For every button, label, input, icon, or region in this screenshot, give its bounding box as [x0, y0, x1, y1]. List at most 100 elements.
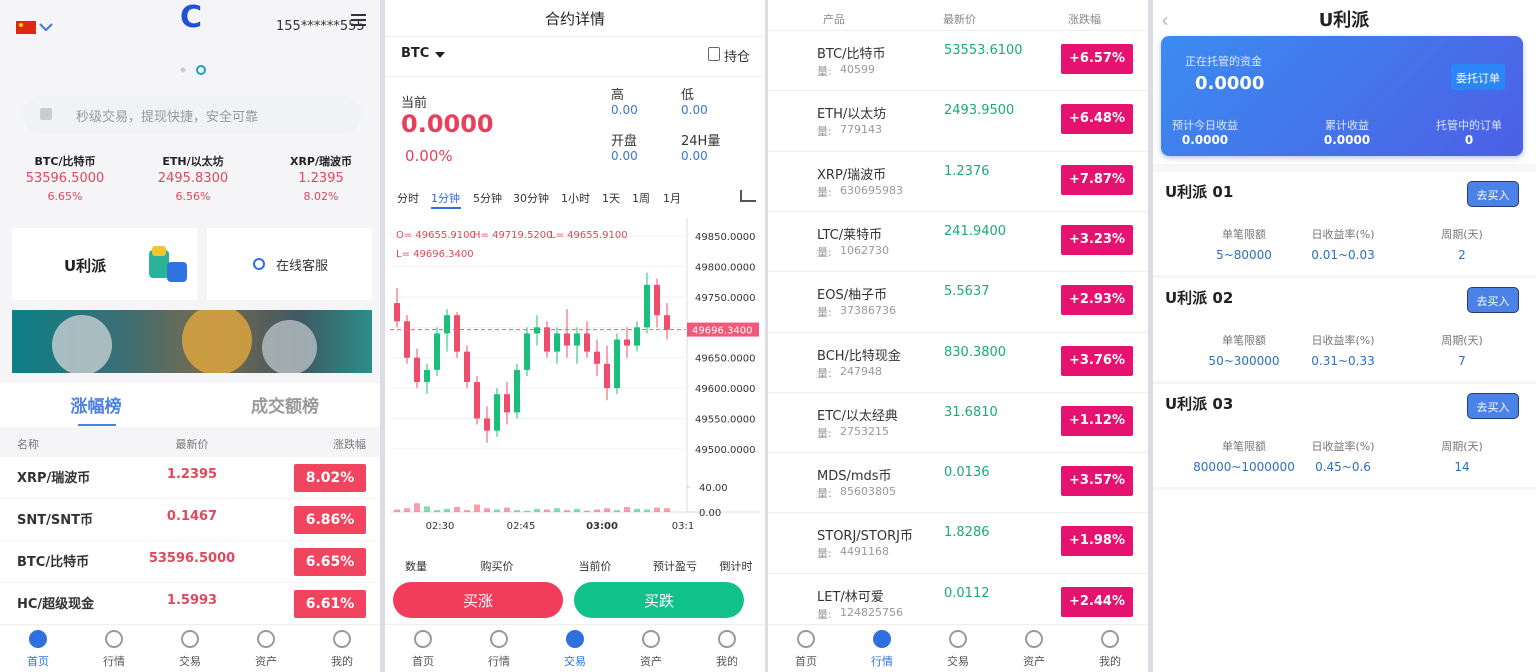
- pair-name[interactable]: BCH/比特现金: [817, 348, 901, 364]
- candle-body: [544, 327, 550, 352]
- candle-body: [434, 333, 440, 370]
- period-tab[interactable]: 分时: [397, 192, 419, 205]
- column-label: 日收益率(%): [1311, 334, 1375, 347]
- nav-label[interactable]: 交易: [564, 655, 586, 668]
- y-tick-label: 49650.0000: [695, 354, 755, 365]
- nav-label[interactable]: 资产: [1023, 655, 1045, 668]
- pair-name[interactable]: XRP/瑞波币: [817, 167, 887, 183]
- button-label[interactable]: 委托订单: [1456, 72, 1500, 85]
- buy-up-button[interactable]: 买涨: [393, 582, 563, 618]
- row-divider: [768, 150, 1148, 152]
- product-value: 80000~1000000: [1193, 460, 1295, 474]
- stat-label: 24H量: [681, 134, 721, 149]
- period-tab[interactable]: 1小时: [561, 192, 590, 205]
- price: 53596.5000: [148, 551, 236, 566]
- nav-label[interactable]: 我的: [1099, 655, 1121, 668]
- nav-label[interactable]: 交易: [179, 655, 201, 668]
- buy-button[interactable]: 去买入: [1467, 393, 1519, 419]
- chart-settings-icon[interactable]: [740, 190, 756, 202]
- nav-label[interactable]: 首页: [27, 655, 49, 668]
- candle-body: [394, 303, 400, 322]
- symbol-select[interactable]: BTC: [401, 46, 430, 61]
- price: 0.1467: [166, 509, 218, 524]
- volume-label: 量:: [817, 547, 832, 561]
- nav-label[interactable]: 资产: [255, 655, 277, 668]
- nav-label[interactable]: 行情: [871, 655, 893, 668]
- nav-icon[interactable]: [797, 630, 815, 648]
- change-badge: 6.86%: [294, 506, 366, 534]
- orders-button[interactable]: 委托订单: [1451, 64, 1505, 90]
- change-badge: 6.61%: [294, 590, 366, 618]
- volume-bar: [404, 508, 410, 512]
- nav-icon[interactable]: [949, 630, 967, 648]
- period-underline: [431, 207, 461, 209]
- nav-label[interactable]: 资产: [640, 655, 662, 668]
- nav-icon[interactable]: [873, 630, 891, 648]
- nav-icon[interactable]: [29, 630, 47, 648]
- pair-name[interactable]: LTC/莱特币: [817, 227, 883, 243]
- button-label[interactable]: 买涨: [462, 592, 494, 610]
- nav-icon[interactable]: [1101, 630, 1119, 648]
- buy-down-button[interactable]: 买跌: [574, 582, 744, 618]
- button-label[interactable]: 去买入: [1476, 401, 1510, 414]
- flag-selector[interactable]: [16, 20, 56, 36]
- volume-bar: [394, 509, 400, 512]
- product-value: 0.45~0.6: [1315, 460, 1371, 474]
- banner-stat-value: 0: [1464, 133, 1474, 147]
- pair-name[interactable]: STORJ/STORJ币: [817, 529, 913, 545]
- volume-bar: [524, 510, 530, 512]
- shortcut-card[interactable]: 在线客服: [207, 228, 372, 300]
- nav-icon[interactable]: [257, 630, 275, 648]
- tab[interactable]: 成交额榜: [251, 397, 319, 417]
- volume-bar: [454, 507, 460, 512]
- button-label[interactable]: 去买入: [1476, 295, 1510, 308]
- nav-label[interactable]: 交易: [947, 655, 969, 668]
- volume-bar: [664, 508, 670, 512]
- period-tab[interactable]: 1分钟: [431, 192, 460, 205]
- back-arrow[interactable]: ‹: [1161, 8, 1169, 32]
- shortcut-card[interactable]: U利派: [12, 228, 198, 300]
- row-divider: [768, 391, 1148, 393]
- buy-button[interactable]: 去买入: [1467, 181, 1519, 207]
- period-tab[interactable]: 1周: [632, 192, 650, 205]
- volume: 630695983: [840, 183, 903, 197]
- period-tab[interactable]: 30分钟: [513, 192, 549, 205]
- period-tab[interactable]: 1月: [663, 192, 681, 205]
- nav-icon[interactable]: [642, 630, 660, 648]
- buy-button[interactable]: 去买入: [1467, 287, 1519, 313]
- nav-icon[interactable]: [718, 630, 736, 648]
- period-tab[interactable]: 5分钟: [473, 192, 502, 205]
- change-badge: +2.44%: [1061, 586, 1133, 617]
- ticker-change: 6.65%: [47, 190, 83, 203]
- volume-bar: [514, 510, 520, 512]
- pair-name[interactable]: MDS/mds币: [817, 469, 892, 485]
- product-name: U利派 01: [1165, 183, 1234, 201]
- nav-label[interactable]: 行情: [103, 655, 125, 668]
- nav-icon[interactable]: [105, 630, 123, 648]
- nav-icon[interactable]: [566, 630, 584, 648]
- nav-icon[interactable]: [333, 630, 351, 648]
- button-label[interactable]: 去买入: [1476, 189, 1510, 202]
- menu-icon[interactable]: [351, 13, 367, 27]
- pair-name[interactable]: ETH/以太坊: [817, 107, 887, 123]
- nav-label[interactable]: 首页: [795, 655, 817, 668]
- market-screen: 产品 最新价 涨跌幅 BTC/比特币 量: 40599 53553.6100 +6.57% ET…: [768, 0, 1148, 672]
- period-tab[interactable]: 1天: [602, 192, 620, 205]
- position-link[interactable]: 持仓: [724, 50, 751, 65]
- button-label[interactable]: 买跌: [643, 592, 675, 610]
- nav-label[interactable]: 我的: [716, 655, 738, 668]
- nav-icon[interactable]: [181, 630, 199, 648]
- nav-label[interactable]: 我的: [331, 655, 353, 668]
- tab[interactable]: 涨幅榜: [70, 397, 122, 417]
- pair-name[interactable]: LET/林可爱: [817, 589, 884, 605]
- volume-label: 量:: [817, 125, 832, 139]
- screen-title: U利派: [1318, 10, 1370, 31]
- pair-name[interactable]: EOS/柚子币: [817, 288, 888, 304]
- pair-name[interactable]: ETC/以太经典: [817, 408, 898, 424]
- pair-name[interactable]: BTC/比特币: [817, 47, 886, 62]
- nav-icon[interactable]: [414, 630, 432, 648]
- nav-label[interactable]: 首页: [412, 655, 434, 668]
- nav-icon[interactable]: [1025, 630, 1043, 648]
- nav-icon[interactable]: [490, 630, 508, 648]
- nav-label[interactable]: 行情: [488, 655, 510, 668]
